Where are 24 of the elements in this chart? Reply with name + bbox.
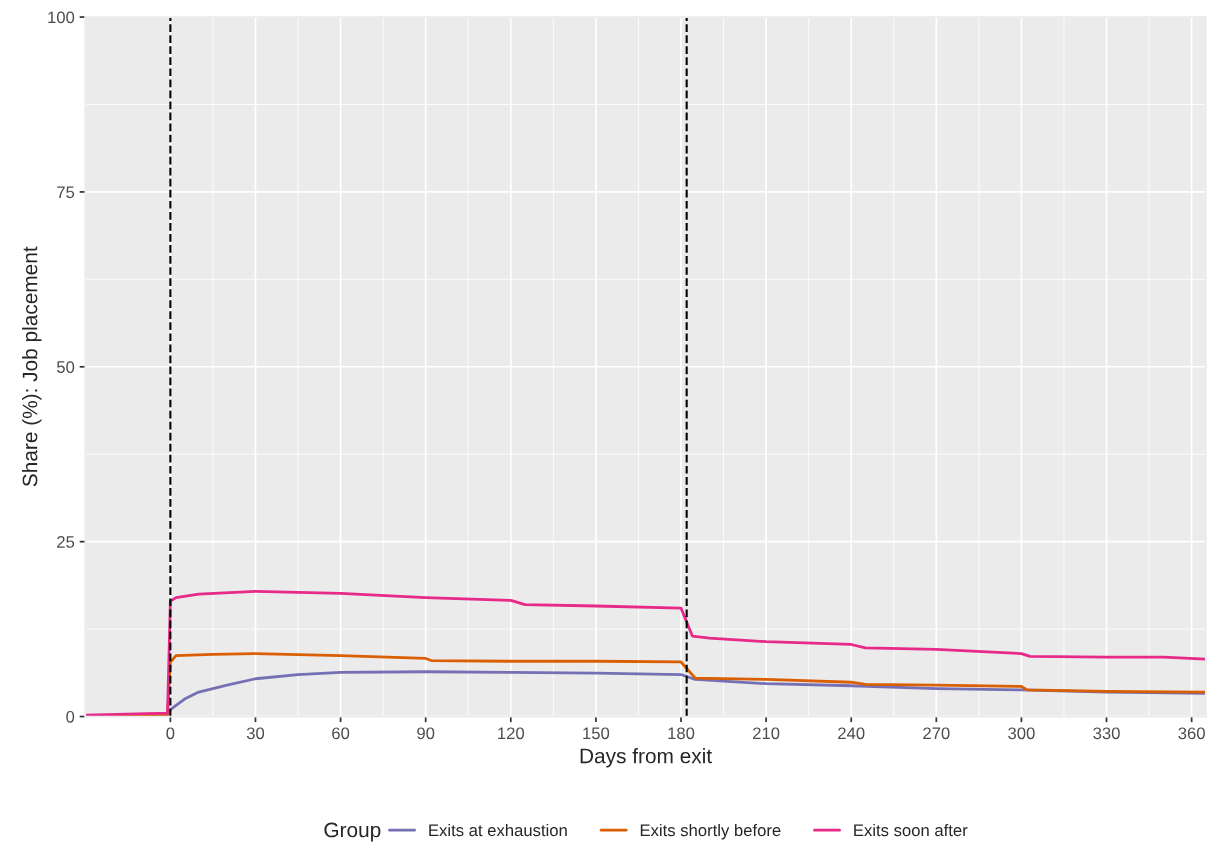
x-tick-label: 120: [498, 727, 525, 740]
x-tick-label: 330: [1093, 727, 1120, 740]
y-tick-label: 100: [48, 11, 75, 24]
legend-label: Exits soon after: [854, 823, 968, 837]
x-tick-label: 180: [668, 727, 695, 740]
legend-title: Group: [324, 822, 381, 842]
x-tick-label: 210: [753, 727, 780, 740]
x-axis-title: Days from exit: [580, 748, 712, 768]
x-tick-label: 90: [417, 727, 435, 740]
legend-label: Exits shortly before: [640, 823, 781, 840]
x-tick-label: 270: [923, 727, 950, 740]
y-tick-label: 75: [57, 186, 75, 199]
x-tick-label: 0: [166, 727, 175, 740]
legend-label: Exits at exhaustion: [429, 823, 567, 837]
x-tick-label: 240: [838, 727, 865, 740]
y-tick-label: 25: [57, 536, 75, 548]
x-tick-label: 30: [246, 727, 265, 740]
x-tick-label: 60: [332, 727, 350, 740]
x-tick-label: 360: [1178, 727, 1205, 740]
y-axis-title: Share (%): Job placement: [22, 246, 42, 487]
y-tick-label: 50: [56, 361, 75, 373]
x-tick-label: 300: [1008, 727, 1035, 740]
y-tick-label: 0: [66, 710, 75, 723]
x-tick-label: 150: [583, 727, 610, 740]
